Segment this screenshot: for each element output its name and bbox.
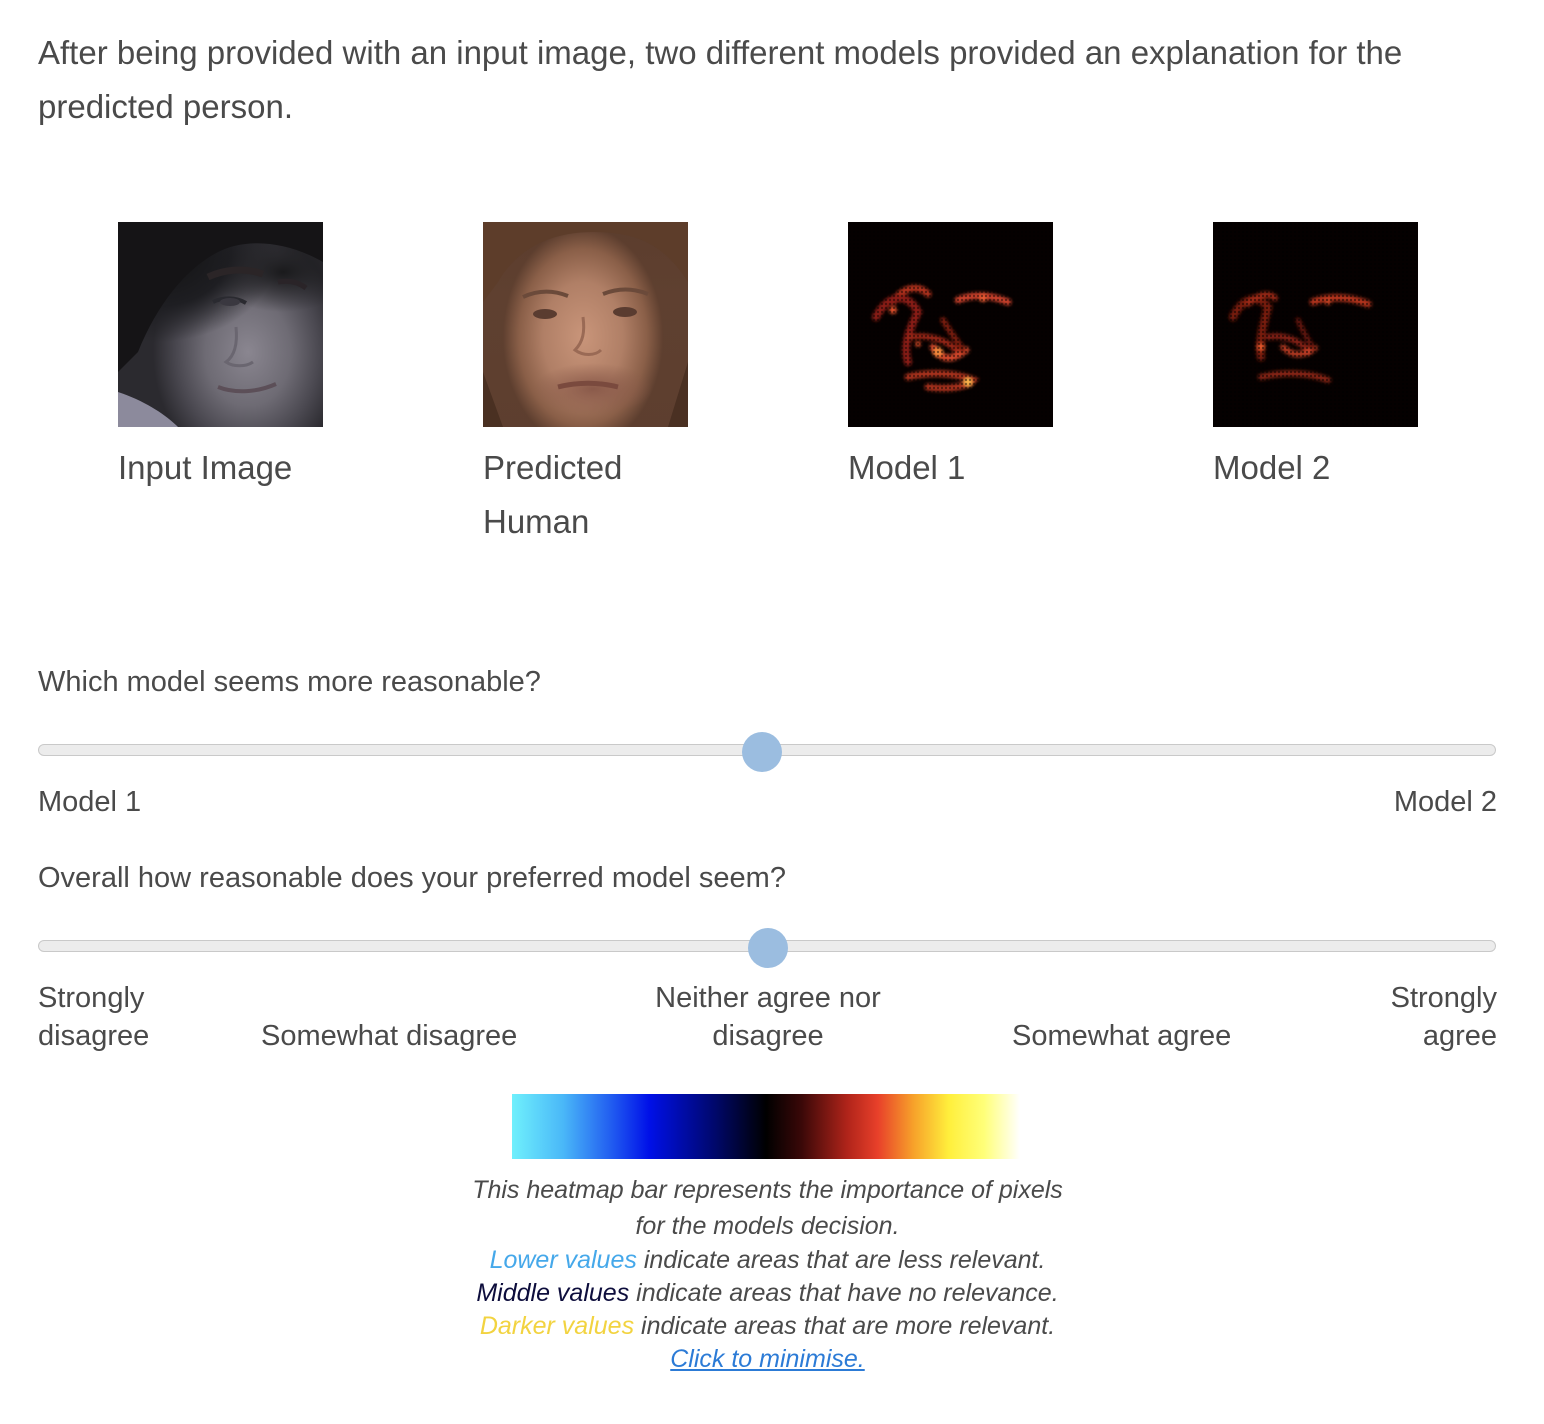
question-model-preference: Which model seems more reasonable? [38, 666, 541, 698]
input-image-column: Input Image [118, 222, 323, 495]
model2-image-column: Model 2 [1213, 222, 1418, 495]
legend-middle: Middle values indicate areas that have n… [380, 1277, 1155, 1310]
model2-image-caption: Model 2 [1213, 449, 1331, 486]
input-image-caption: Input Image [118, 449, 293, 486]
predicted-face-image [483, 222, 688, 427]
legend-darker: Darker values indicate areas that are mo… [380, 1310, 1155, 1343]
predicted-image-caption: Predicted Human [483, 449, 623, 540]
reasonableness-slider-thumb[interactable] [748, 928, 788, 968]
likert-strongly-agree: Strongly agree [1390, 982, 1497, 1052]
slider1-max-label: Model 2 [1393, 786, 1497, 818]
legend-values: Lower values indicate areas that are les… [380, 1244, 1155, 1376]
intro-text: After being provided with an input image… [38, 34, 1403, 125]
legend-lower: Lower values indicate areas that are les… [380, 1244, 1155, 1277]
likert-neither: Neither agree nor disagree [655, 982, 881, 1052]
lower-values-text: indicate areas that are less relevant. [636, 1246, 1046, 1274]
likert-strongly-disagree: Strongly disagree [38, 982, 150, 1052]
model1-heatmap-image [848, 222, 1053, 427]
question-reasonableness: Overall how reasonable does your preferr… [38, 862, 786, 894]
likert-somewhat-disagree: Somewhat disagree [261, 1020, 518, 1052]
model2-heatmap-image [1213, 222, 1418, 427]
slider1-min-label: Model 1 [38, 786, 142, 818]
darker-values-text: indicate areas that are more relevant. [634, 1312, 1056, 1340]
darker-values-label: Darker values [479, 1312, 635, 1340]
legend-line-1: This heatmap bar represents the importan… [472, 1176, 1063, 1204]
minimise-link[interactable]: Click to minimise. [670, 1345, 865, 1373]
model1-image-column: Model 1 [848, 222, 1053, 495]
likert-somewhat-agree: Somewhat agree [1012, 1020, 1232, 1052]
predicted-image-column: Predicted Human [483, 222, 688, 549]
input-face-image [118, 222, 323, 427]
lower-values-label: Lower values [489, 1246, 637, 1274]
legend-line-2: for the models decision. [635, 1212, 900, 1240]
legend-description: This heatmap bar represents the importan… [380, 1172, 1155, 1244]
middle-values-text: indicate areas that have no relevance. [629, 1279, 1059, 1307]
model-preference-slider-thumb[interactable] [742, 732, 782, 772]
middle-values-label: Middle values [476, 1279, 630, 1307]
heatmap-color-bar [512, 1094, 1020, 1159]
model1-image-caption: Model 1 [848, 449, 966, 486]
